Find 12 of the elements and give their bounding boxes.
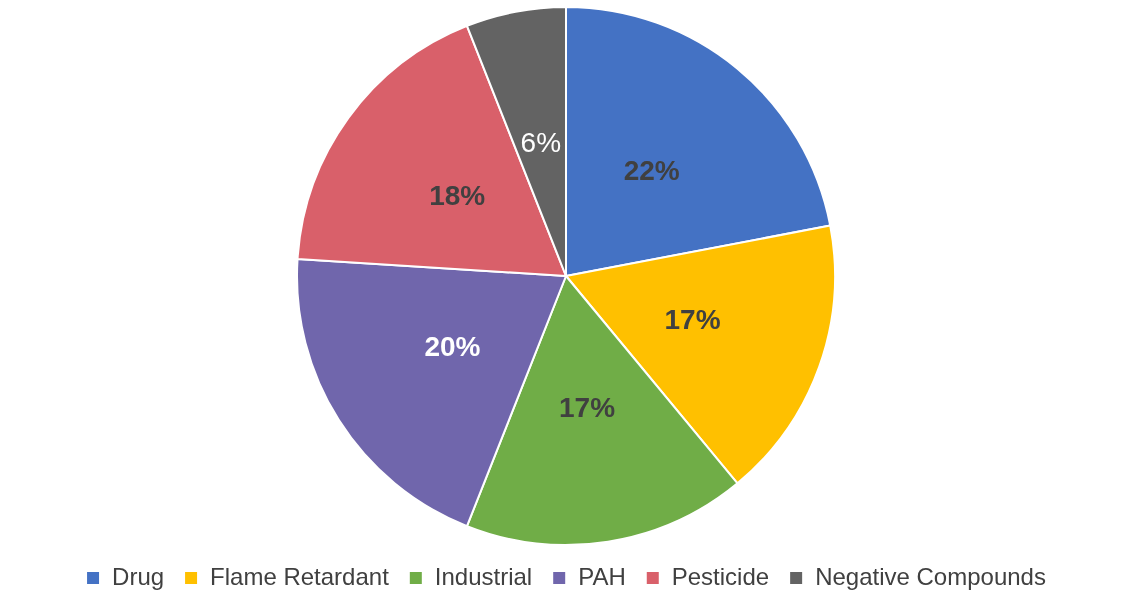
data-label: 6% [520,126,562,158]
legend-label: Pesticide [671,562,770,590]
data-label: 20% [424,330,481,362]
data-label: 17% [559,391,616,423]
legend-label: Flame Retardant [210,562,390,590]
legend-label: Drug [112,562,165,590]
data-label: 22% [623,155,680,187]
data-label: 18% [429,179,486,211]
legend-label: PAH [578,562,626,590]
legend-label: Industrial [434,562,533,590]
data-label: 17% [664,304,721,336]
legend-label: Negative Compounds [815,562,1046,590]
